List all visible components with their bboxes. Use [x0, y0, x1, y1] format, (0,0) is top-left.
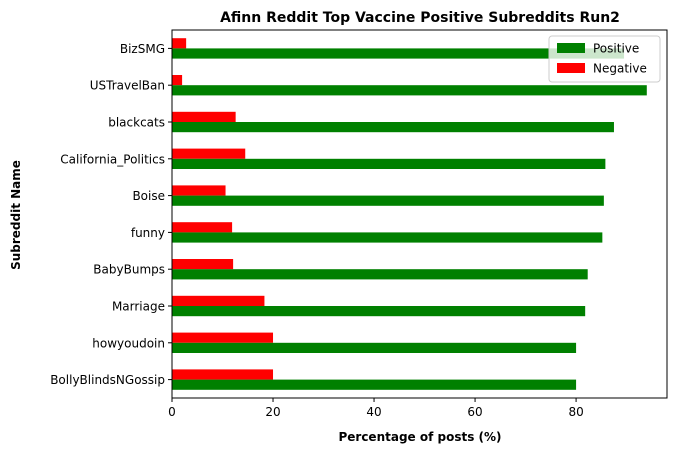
- legend-label-1: Negative: [593, 62, 647, 76]
- chart-title: Afinn Reddit Top Vaccine Positive Subred…: [220, 10, 620, 26]
- bar-negative-3: [172, 148, 246, 159]
- y-tick-label-0: BizSMG: [120, 42, 165, 56]
- axes-frame: [171, 29, 668, 399]
- bar-positive-6: [172, 269, 588, 280]
- bar-positive-3: [172, 158, 606, 169]
- y-tick-label-8: howyoudoin: [92, 336, 165, 350]
- plot-area: BizSMG USTravelBan blackcats California_Pol…: [50, 29, 668, 419]
- bar-negative-0: [172, 38, 187, 49]
- bar-negative-4: [172, 185, 226, 196]
- y-axis-label: Subreddit Name: [9, 160, 23, 270]
- y-tick-label-7: Marriage: [112, 300, 165, 314]
- y-tick-label-3: California_Politics: [60, 152, 165, 166]
- x-tick-label-3: 60: [467, 405, 482, 419]
- bar-positive-1: [172, 85, 647, 96]
- x-tick-label-1: 20: [265, 405, 280, 419]
- bar-positive-2: [172, 122, 614, 133]
- y-tick-label-5: funny: [131, 226, 165, 240]
- bar-negative-2: [172, 111, 236, 122]
- y-tick-label-4: Boise: [132, 189, 165, 203]
- y-tick-label-1: USTravelBan: [90, 79, 165, 93]
- bar-negative-9: [172, 369, 274, 380]
- legend-swatch-0: [557, 43, 585, 53]
- x-axis-label: Percentage of posts (%): [338, 430, 501, 444]
- bar-negative-5: [172, 222, 233, 233]
- legend-swatch-1: [557, 63, 585, 73]
- bar-negative-8: [172, 332, 274, 343]
- legend: Positive Negative: [548, 35, 661, 83]
- bar-positive-4: [172, 195, 604, 206]
- bar-positive-9: [172, 379, 577, 390]
- bar-negative-6: [172, 259, 234, 270]
- bar-positive-7: [172, 306, 586, 317]
- x-tick-label-4: 80: [568, 405, 583, 419]
- legend-label-0: Positive: [593, 42, 639, 56]
- y-tick-label-6: BabyBumps: [93, 263, 165, 277]
- y-tick-label-2: blackcats: [108, 116, 165, 130]
- bar-positive-5: [172, 232, 603, 243]
- bar-negative-7: [172, 295, 265, 306]
- bar-positive-0: [172, 48, 625, 59]
- x-tick-label-2: 40: [366, 405, 381, 419]
- y-tick-label-9: BollyBlindsNGossip: [50, 373, 165, 387]
- bar-negative-1: [172, 75, 183, 86]
- bar-positive-8: [172, 342, 577, 353]
- x-tick-label-0: 0: [168, 405, 176, 419]
